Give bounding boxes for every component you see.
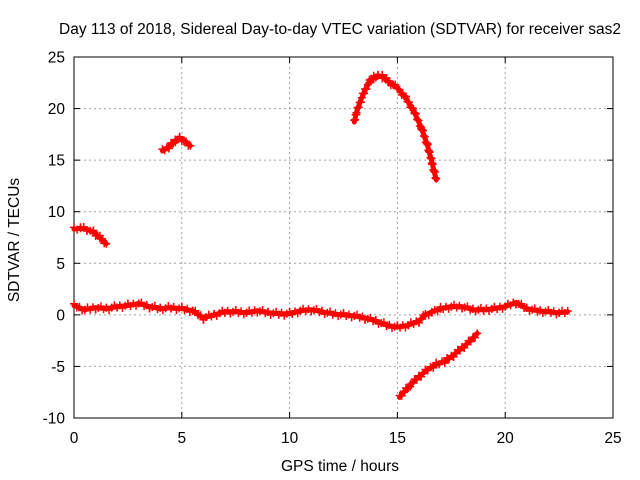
grid-lines xyxy=(74,57,613,418)
data-point xyxy=(182,137,191,146)
y-tick-labels: -10 -5 0 5 10 15 20 25 xyxy=(43,50,66,428)
data-point xyxy=(374,71,382,80)
data-point xyxy=(191,306,200,315)
data-point xyxy=(419,126,427,135)
data-point xyxy=(402,92,410,101)
data-point xyxy=(517,299,526,308)
data-point xyxy=(89,227,98,236)
data-point xyxy=(419,132,428,140)
axis-ticks xyxy=(73,56,614,419)
data-point xyxy=(399,388,408,397)
series-arc-2 xyxy=(158,132,195,155)
data-point xyxy=(102,239,111,248)
data-point xyxy=(391,80,400,89)
y-axis-label: SDTVAR / TECUs xyxy=(6,178,23,303)
data-point xyxy=(356,98,365,107)
x-tick-labels: 0 5 10 15 20 25 xyxy=(70,430,622,447)
chart-title: Day 113 of 2018, Sidereal Day-to-day VTE… xyxy=(59,21,621,38)
y-tick-label: 20 xyxy=(48,101,66,118)
series-arc-1 xyxy=(70,222,111,248)
data-point xyxy=(411,109,420,118)
data-point xyxy=(432,174,441,183)
y-tick-label: 10 xyxy=(48,204,66,221)
data-point xyxy=(363,80,372,89)
data-point xyxy=(410,108,419,117)
data-point xyxy=(98,234,106,243)
data-point xyxy=(563,306,572,315)
series-arc-3 xyxy=(350,70,441,183)
data-point xyxy=(466,337,475,346)
data-point xyxy=(357,93,366,102)
data-point xyxy=(414,116,423,125)
x-tick-label: 5 xyxy=(177,430,186,447)
x-axis-label: GPS time / hours xyxy=(281,458,399,475)
data-point xyxy=(471,333,479,342)
data-point xyxy=(425,148,434,157)
data-point xyxy=(362,85,371,94)
data-point xyxy=(413,115,422,124)
data-point xyxy=(422,139,431,148)
data-series xyxy=(70,70,572,400)
x-tick-label: 25 xyxy=(604,430,621,447)
y-tick-label: -5 xyxy=(51,359,65,376)
plot-frame xyxy=(73,56,614,419)
data-point xyxy=(360,89,368,98)
data-point xyxy=(384,76,393,85)
data-point xyxy=(473,329,482,338)
data-point xyxy=(354,103,363,112)
data-point xyxy=(420,132,429,141)
y-tick-label: -10 xyxy=(43,411,66,428)
y-tick-label: 25 xyxy=(48,50,65,67)
data-point xyxy=(395,85,404,94)
data-point xyxy=(409,104,418,113)
data-point xyxy=(404,98,413,107)
y-tick-label: 15 xyxy=(48,153,65,170)
series-arc-4 xyxy=(395,329,482,400)
series-arc-5 xyxy=(70,298,572,332)
data-point xyxy=(196,311,205,320)
x-tick-label: 15 xyxy=(389,430,406,447)
data-point xyxy=(186,141,195,150)
x-tick-label: 10 xyxy=(281,430,299,447)
x-tick-label: 20 xyxy=(497,430,515,447)
data-point xyxy=(418,125,426,134)
data-point xyxy=(417,124,426,133)
x-tick-label: 0 xyxy=(70,430,79,447)
data-point xyxy=(352,108,361,117)
y-tick-label: 0 xyxy=(56,307,65,324)
y-tick-label: 5 xyxy=(56,256,65,273)
